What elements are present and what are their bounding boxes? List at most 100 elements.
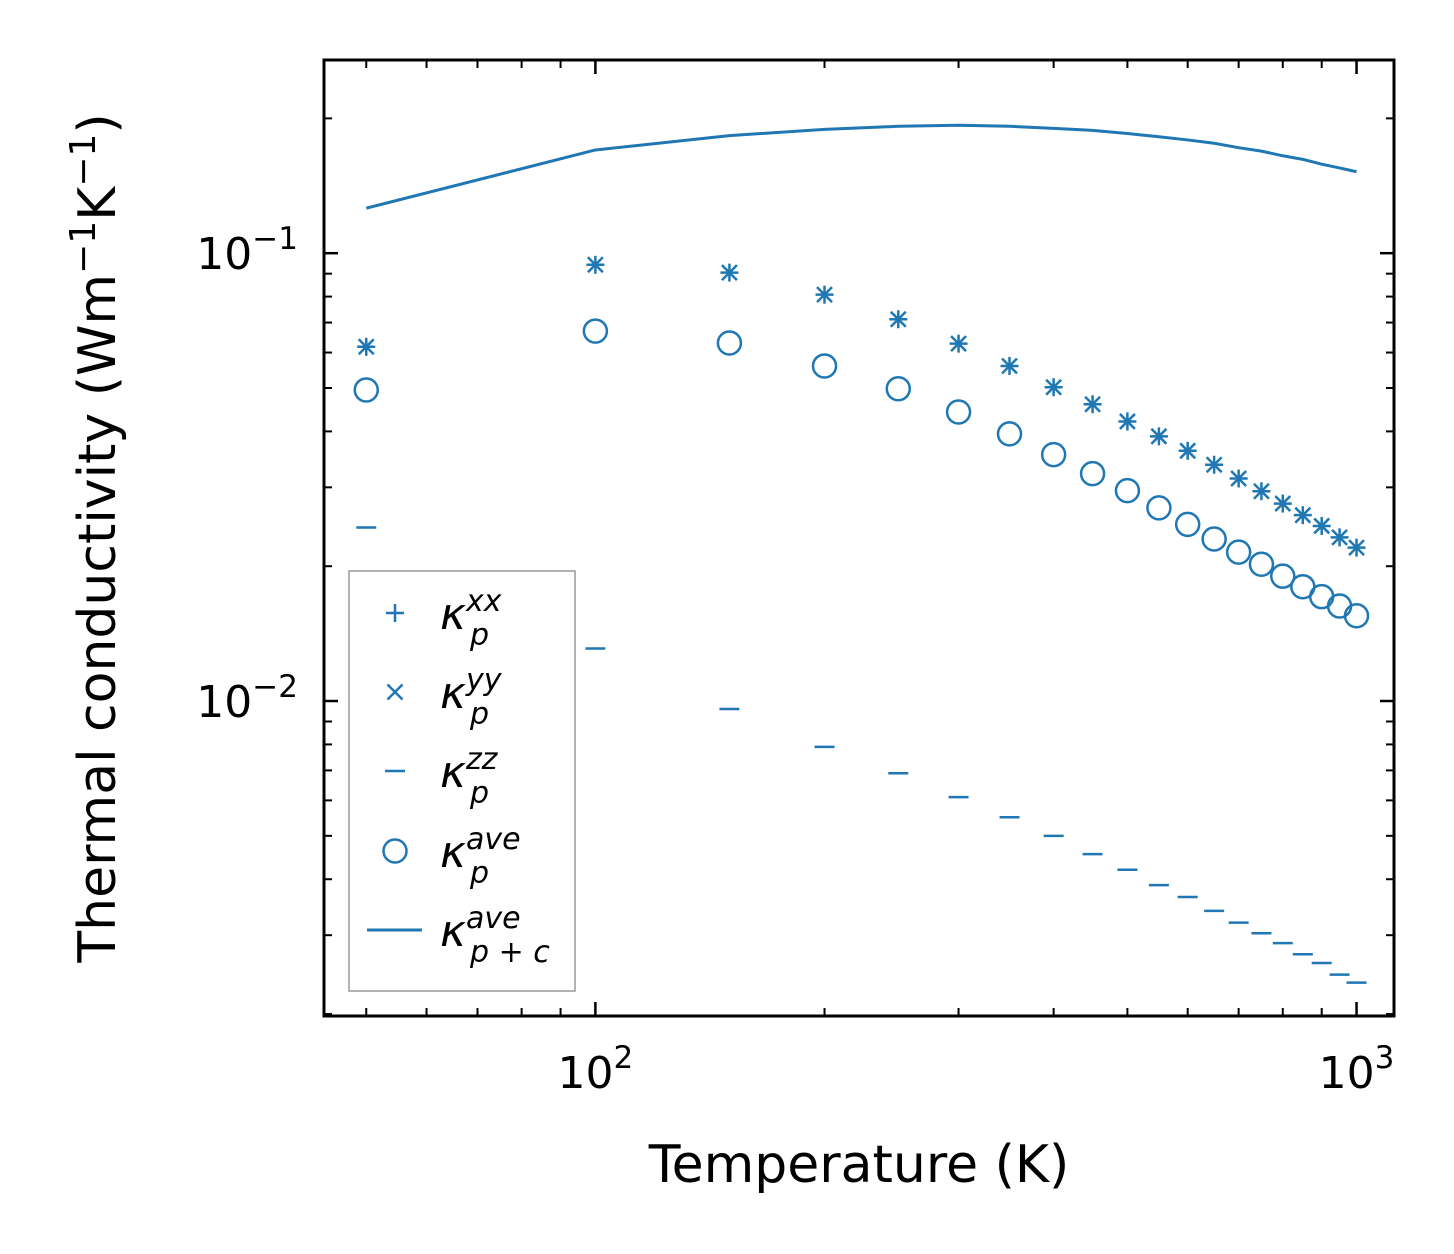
y-tick-label: 10−2 xyxy=(196,669,298,728)
series-kappa_p_ave xyxy=(353,318,1370,629)
data-point-kappa_p_yy-d2 xyxy=(1084,395,1101,413)
data-point-kappa_p_ave-ring xyxy=(1270,563,1296,589)
legend-item-kappa_p_ave: κave p xyxy=(382,822,521,891)
data-point-kappa_p_yy xyxy=(1331,528,1348,546)
data-point-kappa_p_ave xyxy=(1201,526,1227,552)
data-point-kappa_p_yy-d2 xyxy=(1230,470,1248,487)
data-point-kappa_p_ave xyxy=(1174,511,1201,538)
data-point-kappa_p_yy-d2 xyxy=(1348,539,1365,557)
y-tick-label: 10−1 xyxy=(196,221,298,280)
data-point-kappa_p_yy-d2 xyxy=(889,310,907,328)
data-point-kappa_p_yy-d2 xyxy=(1119,413,1136,430)
data-point-kappa_p_ave xyxy=(1225,539,1252,565)
legend-item-kappa_p_zz: κzz p xyxy=(385,742,499,811)
legend-label: κzz p xyxy=(440,742,499,811)
data-point-kappa_p_yy xyxy=(1313,517,1331,535)
legend-marker-icon-d2 xyxy=(386,683,404,701)
data-point-kappa_p_ave-ring xyxy=(1040,441,1067,468)
data-point-kappa_p_yy-d2 xyxy=(1331,528,1348,546)
data-point-kappa_p_ave xyxy=(1343,603,1370,629)
plot-frame xyxy=(322,58,1396,1018)
data-point-kappa_p_ave-ring xyxy=(945,399,972,425)
data-point-kappa_p_yy xyxy=(587,256,604,274)
data-point-kappa_p_ave xyxy=(1079,460,1106,487)
data-point-kappa_p_yy-d2 xyxy=(357,338,375,356)
data-point-kappa_p_yy xyxy=(1001,357,1018,375)
legend-item-kappa_p_yy: κyy p xyxy=(386,663,503,732)
data-point-kappa_p_ave-ring xyxy=(1201,526,1227,552)
data-point-kappa_p_yy-d2 xyxy=(1001,357,1018,375)
data-point-kappa_p_ave xyxy=(1270,563,1296,589)
data-point-kappa_p_ave-ring xyxy=(1225,539,1252,565)
data-point-kappa_p_yy-d2 xyxy=(950,335,967,353)
data-point-kappa_p_ave-ring xyxy=(811,353,838,379)
y-axis-label-exp2: −1 xyxy=(63,134,104,187)
tick-labels: 102 103 10−1 10−2 xyxy=(196,221,1394,1099)
x-tick-label: 103 xyxy=(1319,1040,1395,1099)
data-point-kappa_p_yy-d2 xyxy=(1313,517,1331,535)
data-point-kappa_p_ave xyxy=(582,318,609,344)
x-tick-label: 102 xyxy=(558,1040,634,1099)
legend-label: κxx p xyxy=(440,584,502,653)
data-point-kappa_p_ave xyxy=(353,377,380,403)
data-point-kappa_p_yy xyxy=(721,264,738,281)
data-point-kappa_p_yy xyxy=(1119,413,1136,430)
data-point-kappa_p_yy-d2 xyxy=(1294,506,1312,524)
data-point-kappa_p_ave xyxy=(1248,551,1275,578)
data-point-kappa_p_ave-ring xyxy=(1174,511,1201,538)
data-point-kappa_p_yy-d2 xyxy=(587,256,604,274)
data-point-kappa_p_ave-ring xyxy=(1114,477,1141,504)
data-point-kappa_p_yy-d2 xyxy=(1274,495,1292,512)
legend-label: κave p xyxy=(440,822,521,891)
series-kappa_p_yy xyxy=(357,256,1365,557)
data-point-kappa_p_ave xyxy=(811,353,838,379)
legend-label: κave p + c xyxy=(440,901,550,970)
data-point-kappa_p_yy xyxy=(816,286,833,304)
data-point-kappa_p_yy xyxy=(1274,495,1292,512)
y-axis-label: Thermal conductivity (Wm−1K−1) xyxy=(63,113,128,963)
data-point-kappa_p_ave-ring xyxy=(885,376,912,402)
data-point-kappa_p_ave xyxy=(1146,495,1172,521)
legend-label: κyy p xyxy=(440,663,503,732)
data-point-kappa_p_ave xyxy=(1114,477,1141,504)
data-point-kappa_p_yy-d2 xyxy=(1205,456,1223,474)
data-point-kappa_p_yy-d2 xyxy=(721,264,738,281)
legend-item-kappa_pc_ave: κave p + c xyxy=(367,901,550,970)
data-point-kappa_p_ave-ring xyxy=(1079,460,1106,487)
data-point-kappa_p_yy xyxy=(1348,539,1365,557)
data-point-kappa_p_ave-ring xyxy=(716,330,743,356)
legend-box xyxy=(348,570,576,992)
y-axis-label-close: ) xyxy=(68,113,128,133)
data-point-kappa_p_yy xyxy=(1150,427,1168,445)
data-point-kappa_p_yy-d2 xyxy=(1179,442,1197,460)
data-point-kappa_p_ave-ring xyxy=(1248,551,1275,578)
legend-marker-icon xyxy=(382,838,408,864)
data-point-kappa_p_ave-ring xyxy=(1343,603,1370,629)
data-point-kappa_p_yy xyxy=(1084,395,1101,413)
legend-marker-icon xyxy=(386,604,404,622)
data-point-kappa_p_yy xyxy=(357,338,375,356)
y-axis-label-exp1: −1 xyxy=(63,221,104,274)
data-point-kappa_p_ave-ring xyxy=(582,318,609,344)
legend-marker-icon-ring xyxy=(382,838,408,864)
data-point-kappa_p_yy-d2 xyxy=(1045,378,1063,396)
data-point-kappa_p_yy xyxy=(950,335,967,353)
data-point-kappa_p_yy xyxy=(1230,470,1248,487)
data-point-kappa_p_ave xyxy=(996,421,1023,447)
data-point-kappa_p_ave xyxy=(945,399,972,425)
legend: κxx p κyy p κzz p κave p κave p + c xyxy=(348,570,576,992)
data-point-kappa_p_ave xyxy=(1040,441,1067,468)
data-point-kappa_p_yy xyxy=(1294,506,1312,524)
data-point-kappa_p_ave xyxy=(716,330,743,356)
y-axis-label-unit: K xyxy=(68,185,128,221)
data-point-kappa_p_ave-ring xyxy=(353,377,380,403)
series-kappa_pc_ave xyxy=(365,123,1357,210)
data-point-kappa_p_yy xyxy=(1205,456,1223,474)
data-point-kappa_p_yy-d2 xyxy=(1253,482,1270,500)
data-point-kappa_p_yy xyxy=(889,310,907,328)
x-axis-label: Temperature (K) xyxy=(648,1135,1070,1195)
data-point-kappa_p_ave xyxy=(885,376,912,402)
legend-item-kappa_p_xx: κxx p xyxy=(386,584,502,653)
